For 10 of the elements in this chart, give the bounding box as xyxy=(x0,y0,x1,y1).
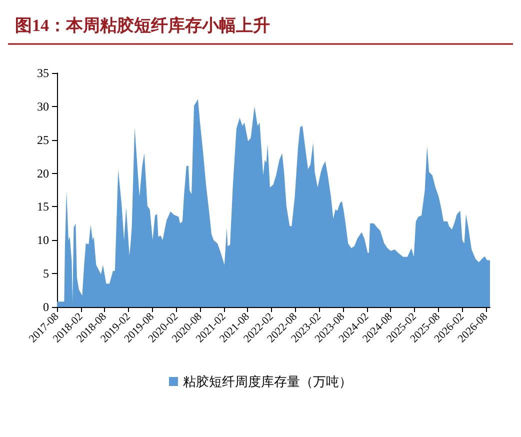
y-tick-label: 20 xyxy=(37,166,49,180)
legend-label: 粘胶短纤周度库存量（万吨） xyxy=(183,374,352,389)
y-tick-label: 30 xyxy=(37,99,49,114)
y-tick-label: 10 xyxy=(37,233,49,248)
y-tick-label: 5 xyxy=(43,266,49,281)
y-tick-label: 0 xyxy=(43,300,49,314)
y-tick-label: 35 xyxy=(37,66,49,80)
chart-title: 图14：本周粘胶短纤库存小幅上升 xyxy=(15,16,270,35)
y-tick-label: 15 xyxy=(37,200,49,214)
y-tick-label: 25 xyxy=(37,132,49,147)
